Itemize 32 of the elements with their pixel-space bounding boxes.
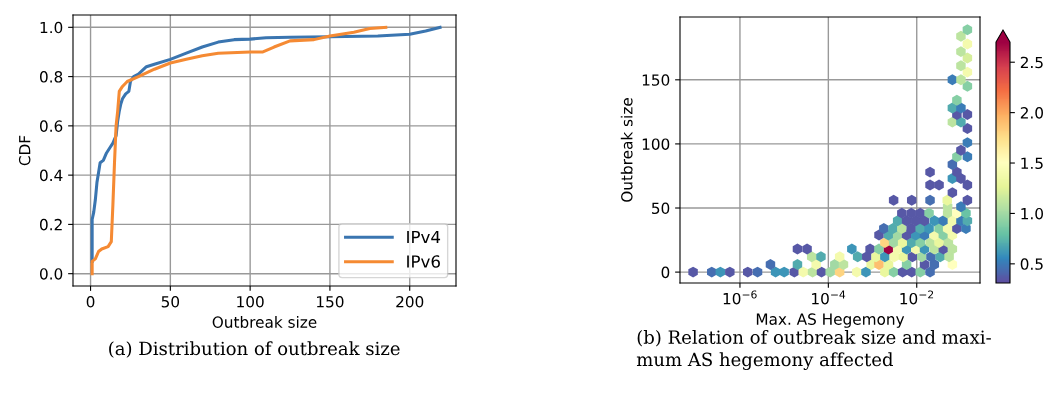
x-tick-label: 10$^{−4}$ <box>812 290 846 305</box>
x-tick-label: 10$^{−2}$ <box>900 290 934 305</box>
x-tick-label: 150 <box>317 295 344 308</box>
x-axis-title: Outbreak size <box>212 316 317 328</box>
y-tick-label: 150 <box>642 74 670 86</box>
y-tick-label: 0.6 <box>39 120 63 132</box>
y-tick-label: 0.0 <box>39 268 63 280</box>
text: (a) Distribution of outbreak size <box>109 341 400 358</box>
text: (b) Relation of outbreak size and maxi- mum AS hegemony affected <box>636 330 991 370</box>
color-bar-label: 2.5 <box>1020 56 1043 69</box>
x-tick-label: 10$^{−6}$ <box>723 290 757 305</box>
x-tick-label: 100 <box>237 295 264 308</box>
y-axis-title: Outbreak size <box>620 98 633 202</box>
x-tick-label: 50 <box>161 295 180 308</box>
color-bar-label: 0.5 <box>1020 258 1043 270</box>
y-axis-title: CDF <box>18 135 31 166</box>
y-tick-label: 1.0 <box>40 21 63 34</box>
y-tick-label: 50 <box>652 202 670 215</box>
color-bar-label: 2.0 <box>1020 107 1043 119</box>
y-tick-label: 0.2 <box>39 218 62 231</box>
x-tick-label: 200 <box>396 295 424 308</box>
line-series <box>90 25 388 276</box>
legend-label: IPv6 <box>407 255 440 268</box>
legend-label: IPv4 <box>407 230 441 244</box>
x-axis-title: Max. AS Hegemony <box>756 313 905 328</box>
y-tick-label: 0.4 <box>39 169 63 182</box>
x-tick-label: 0 <box>86 295 95 308</box>
y-tick-label: 100 <box>642 138 670 150</box>
color-bar-label: 1.0 <box>1021 207 1043 220</box>
y-tick-label: 0 <box>661 266 670 279</box>
y-tick-label: 0.8 <box>39 71 63 83</box>
color-bar-label: 1.5 <box>1021 157 1043 170</box>
